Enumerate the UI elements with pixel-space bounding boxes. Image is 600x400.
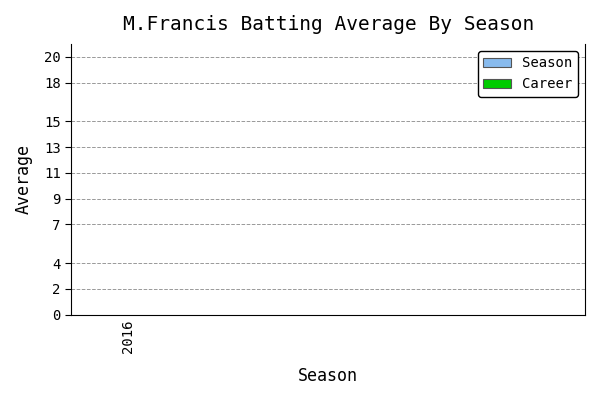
Y-axis label: Average: Average (15, 144, 33, 214)
X-axis label: Season: Season (298, 367, 358, 385)
Legend: Season, Career: Season, Career (478, 51, 578, 97)
Title: M.Francis Batting Average By Season: M.Francis Batting Average By Season (122, 15, 534, 34)
